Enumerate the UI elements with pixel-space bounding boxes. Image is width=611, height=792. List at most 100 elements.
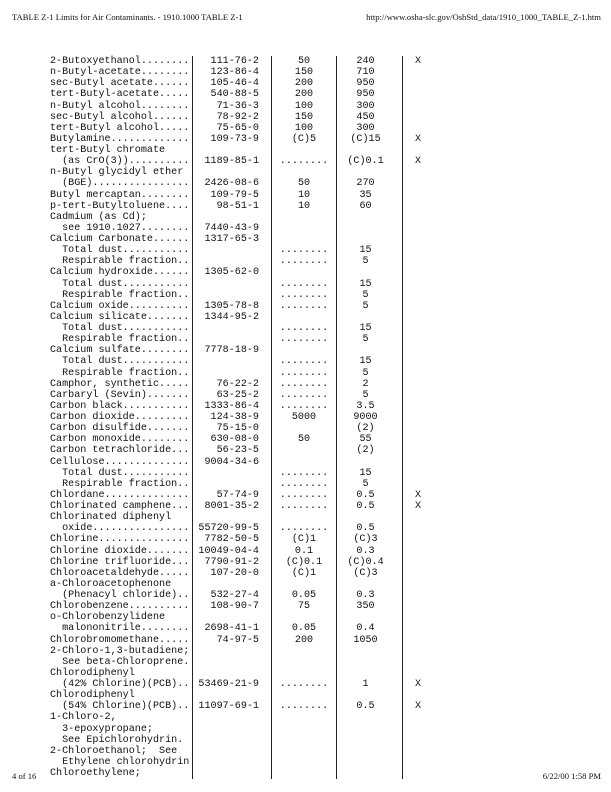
table-row: Calcium hydroxide...... 1305-62-0: [50, 267, 433, 279]
substance-name: n-Butyl-acetate........: [50, 67, 193, 79]
ppm-value: [272, 345, 337, 357]
table-row: Total dust................... 15: [50, 467, 433, 479]
ppm-value: [272, 211, 337, 223]
table-row: o-Chlorobenzylidene: [50, 612, 433, 624]
substance-name: 3-epoxypropane;: [50, 723, 193, 735]
cas-number: 9004-34-6: [193, 456, 272, 468]
ppm-value: ........: [272, 334, 337, 346]
substance-name: Butylamine.............: [50, 133, 193, 145]
substance-name: Chloroethylene;: [50, 768, 193, 780]
table-row: Calcium oxide.......... 1305-78-8........…: [50, 300, 433, 312]
cas-number: [193, 578, 272, 590]
cas-number: 7790-91-2: [193, 556, 272, 568]
substance-name: Respirable fraction..: [50, 334, 193, 346]
mg-m3-value: 9000: [337, 412, 403, 424]
ppm-value: [272, 612, 337, 624]
table-row: (BGE)................ 2426-08-6 50 270: [50, 178, 433, 190]
mg-m3-value: [337, 645, 403, 657]
table-row: n-Butyl glycidyl ether: [50, 167, 433, 179]
cas-number: 1305-62-0: [193, 267, 272, 279]
ppm-value: [272, 712, 337, 724]
table-row: malononitrile........ 2698-41-1 0.05 0.4: [50, 623, 433, 635]
cas-number: 57-74-9: [193, 489, 272, 501]
mg-m3-value: 2: [337, 378, 403, 390]
ppm-value: 200: [272, 89, 337, 101]
ppm-value: [272, 578, 337, 590]
ppm-value: 50: [272, 178, 337, 190]
ppm-value: [272, 167, 337, 179]
cas-number: [193, 645, 272, 657]
substance-name: see 1910.1027........: [50, 222, 193, 234]
skin-designation: [403, 145, 433, 156]
mg-m3-value: [337, 311, 403, 323]
table-row: Chlorine dioxide....... 10049-04-4 0.1 0.3: [50, 545, 433, 557]
ppm-value: [272, 145, 337, 157]
ppm-value: ........: [272, 523, 337, 535]
mg-m3-value: [337, 145, 403, 157]
mg-m3-value: [337, 167, 403, 179]
substance-name: Calcium sulfate........: [50, 345, 193, 357]
skin-designation: [403, 579, 433, 590]
ppm-value: [272, 267, 337, 279]
mg-m3-value: 350: [337, 601, 403, 613]
table-row: Chlorobromomethane..... 74-97-5 200 1050: [50, 634, 433, 646]
cas-number: 11097-69-1: [193, 701, 272, 713]
cas-number: 2426-08-6: [193, 178, 272, 190]
page-header-url: http://www.osha-slc.gov/OshStd_data/1910…: [366, 12, 601, 22]
substance-name: n-Butyl alcohol........: [50, 100, 193, 112]
cas-number: 105-46-4: [193, 78, 272, 90]
table-row: n-Butyl-acetate........ 123-86-4 150 710: [50, 67, 433, 79]
cas-number: 7440-43-9: [193, 222, 272, 234]
mg-m3-value: [337, 222, 403, 234]
skin-designation: [403, 457, 433, 468]
cas-number: 78-92-2: [193, 111, 272, 123]
ppm-value: ........: [272, 501, 337, 513]
skin-designation: [403, 690, 433, 701]
mg-m3-value: 0.4: [337, 623, 403, 635]
ppm-value: (C)5: [272, 133, 337, 145]
ppm-value: [272, 234, 337, 246]
table-row: see 1910.1027........ 7440-43-9: [50, 222, 433, 234]
table-row: (54% Chlorine)(PCB).. 11097-69-1........ 0…: [50, 701, 433, 713]
ppm-value: 200: [272, 634, 337, 646]
cas-number: [193, 356, 272, 368]
mg-m3-value: [337, 211, 403, 223]
table-row: (42% Chlorine)(PCB).. 53469-21-9........ 1…: [50, 679, 433, 691]
table-row: Respirable fraction.......... 5: [50, 367, 433, 379]
cas-number: [193, 712, 272, 724]
ppm-value: 100: [272, 122, 337, 134]
ppm-value: ........: [272, 278, 337, 290]
skin-designation: [403, 724, 433, 735]
cas-number: [193, 612, 272, 624]
cas-number: [193, 690, 272, 702]
substance-name: Chlorinated camphene...: [50, 501, 193, 513]
ppm-value: ........: [272, 289, 337, 301]
ppm-value: 150: [272, 111, 337, 123]
table-row: Carbon tetrachloride... 56-23-5 (2): [50, 445, 433, 457]
skin-designation: [403, 112, 433, 123]
table-row: Chlorine trifluoride... 7790-91-2 (C)0.1 (C…: [50, 556, 433, 568]
ppm-value: [272, 311, 337, 323]
table-row: Ethylene chlorohydrin: [50, 756, 433, 768]
table-row: Chlorinated camphene... 8001-35-2........…: [50, 501, 433, 513]
cas-number: 1189-85-1: [193, 156, 272, 168]
table-row: Respirable fraction.......... 5: [50, 289, 433, 301]
mg-m3-value: 35: [337, 189, 403, 201]
skin-designation: [403, 178, 433, 189]
table-row: sec-Butyl acetate...... 105-46-4 200 950: [50, 78, 433, 90]
cas-number: 108-90-7: [193, 601, 272, 613]
ppm-value: ........: [272, 478, 337, 490]
cas-number: 10049-04-4: [193, 545, 272, 557]
mg-m3-value: 15: [337, 467, 403, 479]
table-row: Cadmium (as Cd);: [50, 211, 433, 223]
skin-designation: [403, 212, 433, 223]
substance-name: Chloroacetaldehyde.....: [50, 567, 193, 579]
skin-designation: [403, 390, 433, 401]
ppm-value: 50: [272, 56, 337, 68]
cas-number: 109-73-9: [193, 133, 272, 145]
skin-designation: [403, 123, 433, 134]
table-row: Butylamine............. 109-73-9 (C)5 (C)15…: [50, 133, 433, 145]
mg-m3-value: [337, 578, 403, 590]
skin-designation: [403, 768, 433, 779]
table-row: Chlorine............... 7782-50-5 (C)1 (C)3: [50, 534, 433, 546]
